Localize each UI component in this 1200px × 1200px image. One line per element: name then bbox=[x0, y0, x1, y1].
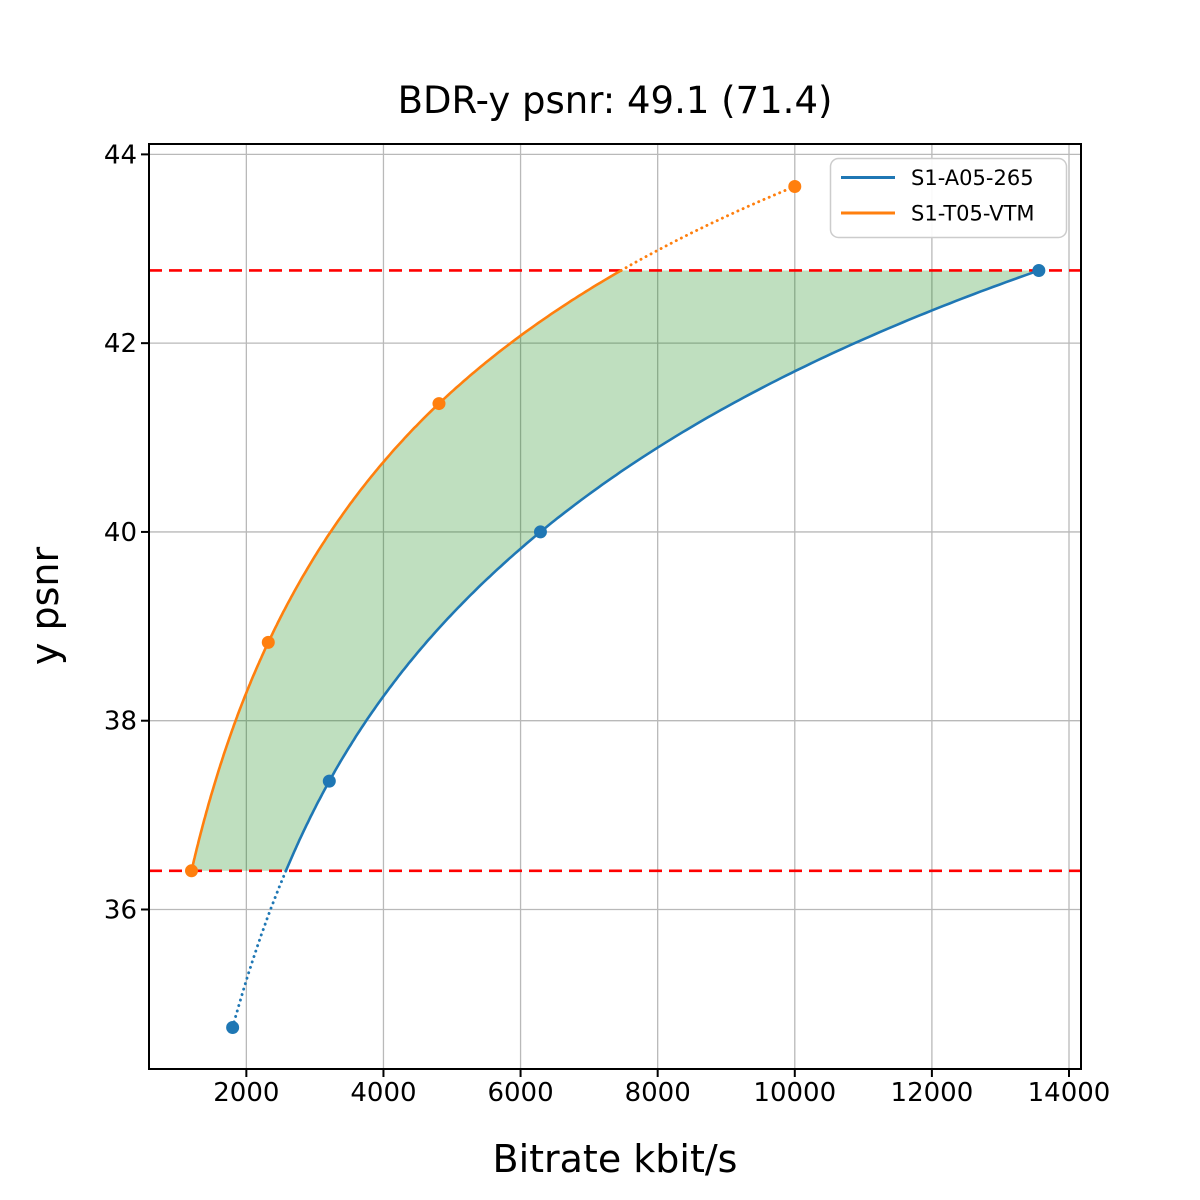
curve-S1-T05-VTM-dotted bbox=[619, 185, 797, 272]
plot-frame bbox=[148, 143, 1082, 1070]
x-tick-label: 2000 bbox=[213, 1078, 279, 1108]
y-tick-label: 44 bbox=[104, 140, 137, 170]
x-tick-label: 12000 bbox=[891, 1078, 974, 1108]
axis-ticks: 2000 4000 6000 8000 10000 12000 14000 36 38 40 42 4… bbox=[104, 140, 1110, 1108]
y-axis-label: y psnr bbox=[23, 547, 67, 666]
chart-title: BDR-y psnr: 49.1 (71.4) bbox=[398, 79, 833, 122]
marker-S1-T05-VTM bbox=[185, 864, 199, 878]
grid-lines bbox=[149, 144, 1081, 1069]
marker-S1-A05-265 bbox=[1032, 263, 1046, 277]
y-tick-label: 40 bbox=[104, 518, 137, 548]
x-tick-label: 10000 bbox=[753, 1078, 836, 1108]
overlap-fill-region bbox=[191, 270, 1039, 871]
x-tick-label: 14000 bbox=[1028, 1078, 1111, 1108]
rd-curves bbox=[190, 185, 1040, 1029]
curve-S1-A05-265-solid bbox=[284, 269, 1040, 872]
marker-S1-T05-VTM bbox=[261, 635, 275, 649]
marker-S1-A05-265 bbox=[533, 525, 547, 539]
legend-label-0: S1-A05-265 bbox=[911, 166, 1034, 190]
x-axis-label: Bitrate kbit/s bbox=[493, 1137, 738, 1181]
x-tick-label: 4000 bbox=[350, 1078, 416, 1108]
y-tick-label: 42 bbox=[104, 329, 137, 359]
marker-S1-T05-VTM bbox=[432, 397, 446, 411]
y-tick-label: 38 bbox=[104, 707, 137, 737]
marker-S1-A05-265 bbox=[322, 774, 336, 788]
bd-overlap-fill bbox=[191, 270, 1039, 871]
x-tick-label: 8000 bbox=[625, 1078, 691, 1108]
legend: S1-A05-265 S1-T05-VTM bbox=[829, 157, 1068, 239]
overlap-bound-lines bbox=[149, 269, 1081, 873]
data-point-markers bbox=[185, 179, 1046, 1034]
legend-label-1: S1-T05-VTM bbox=[911, 202, 1035, 226]
marker-S1-T05-VTM bbox=[788, 179, 802, 193]
marker-S1-A05-265 bbox=[226, 1020, 240, 1034]
x-tick-label: 6000 bbox=[487, 1078, 553, 1108]
curve-S1-T05-VTM-solid bbox=[190, 269, 622, 872]
curve-S1-A05-265-dotted bbox=[231, 869, 288, 1029]
y-tick-label: 36 bbox=[104, 895, 137, 925]
